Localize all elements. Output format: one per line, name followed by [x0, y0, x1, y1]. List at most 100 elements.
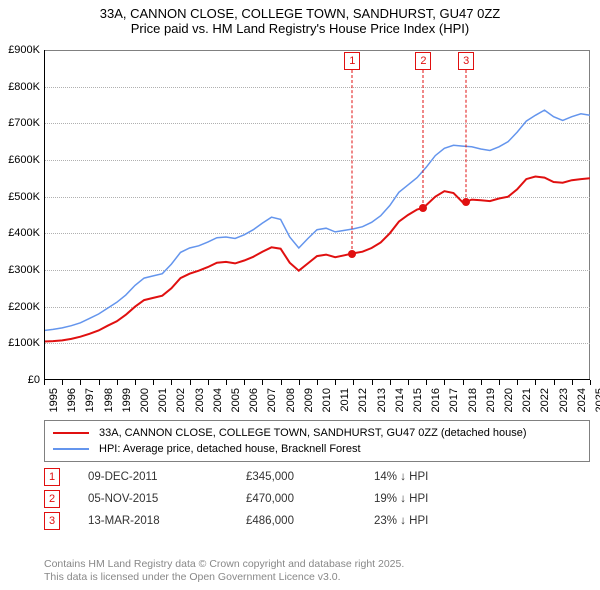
x-tick-mark [226, 380, 227, 385]
x-tick-label: 2011 [339, 388, 351, 412]
x-tick-mark [153, 380, 154, 385]
x-tick-mark [408, 380, 409, 385]
x-tick-label: 2005 [230, 388, 242, 412]
x-tick-mark [481, 380, 482, 385]
x-tick-mark [335, 380, 336, 385]
y-tick-label: £500K [8, 191, 40, 203]
x-tick-label: 2004 [212, 388, 224, 412]
y-tick-label: £200K [8, 301, 40, 313]
x-tick-mark [372, 380, 373, 385]
sale-flag: 1 [344, 52, 360, 70]
x-tick-label: 2002 [175, 388, 187, 412]
y-tick-label: £300K [8, 264, 40, 276]
sales-row: 109-DEC-2011£345,00014% ↓ HPI [44, 466, 590, 488]
footer: Contains HM Land Registry data © Crown c… [44, 558, 404, 584]
footer-line1: Contains HM Land Registry data © Crown c… [44, 558, 404, 571]
legend-swatch [53, 432, 89, 434]
x-tick-label: 2024 [576, 388, 588, 412]
x-tick-label: 2001 [157, 388, 169, 412]
x-tick-mark [117, 380, 118, 385]
x-tick-label: 2014 [394, 388, 406, 412]
title-block: 33A, CANNON CLOSE, COLLEGE TOWN, SANDHUR… [0, 0, 600, 38]
legend: 33A, CANNON CLOSE, COLLEGE TOWN, SANDHUR… [44, 420, 590, 462]
x-tick-mark [44, 380, 45, 385]
x-tick-mark [244, 380, 245, 385]
legend-row: HPI: Average price, detached house, Brac… [53, 441, 581, 457]
sales-row: 313-MAR-2018£486,00023% ↓ HPI [44, 510, 590, 532]
x-tick-mark [353, 380, 354, 385]
sale-flag-stem [423, 70, 424, 208]
sale-flag: 3 [458, 52, 474, 70]
x-tick-mark [171, 380, 172, 385]
chart-container: 33A, CANNON CLOSE, COLLEGE TOWN, SANDHUR… [0, 0, 600, 590]
x-tick-label: 2009 [303, 388, 315, 412]
sale-marker [348, 250, 356, 258]
x-tick-label: 2006 [248, 388, 260, 412]
x-tick-label: 2008 [285, 388, 297, 412]
sale-price: £345,000 [246, 471, 366, 483]
x-tick-label: 1999 [121, 388, 133, 412]
footer-line2: This data is licensed under the Open Gov… [44, 571, 404, 584]
series-hpi [44, 110, 590, 330]
x-tick-mark [572, 380, 573, 385]
x-tick-mark [517, 380, 518, 385]
x-tick-label: 2022 [539, 388, 551, 412]
x-tick-mark [554, 380, 555, 385]
x-tick-label: 2025 [594, 388, 600, 412]
x-tick-mark [317, 380, 318, 385]
x-axis [44, 379, 590, 380]
x-tick-mark [463, 380, 464, 385]
x-tick-mark [499, 380, 500, 385]
x-tick-label: 2013 [376, 388, 388, 412]
x-tick-label: 2017 [448, 388, 460, 412]
sale-marker [419, 204, 427, 212]
y-tick-label: £0 [28, 374, 40, 386]
sale-flag-stem [466, 70, 467, 202]
x-tick-label: 2016 [430, 388, 442, 412]
sale-date: 13-MAR-2018 [88, 515, 238, 527]
x-tick-mark [262, 380, 263, 385]
x-tick-label: 2021 [521, 388, 533, 412]
sale-date: 05-NOV-2015 [88, 493, 238, 505]
y-tick-label: £400K [8, 227, 40, 239]
sales-row: 2 05-NOV-2015 £470,000 19% ↓ HPI [44, 488, 590, 510]
title-address: 33A, CANNON CLOSE, COLLEGE TOWN, SANDHUR… [8, 6, 592, 21]
x-tick-label: 2019 [485, 388, 497, 412]
x-tick-mark [208, 380, 209, 385]
sale-price: £486,000 [246, 515, 366, 527]
x-tick-label: 1995 [48, 388, 60, 412]
x-tick-label: 2003 [194, 388, 206, 412]
y-tick-label: £800K [8, 81, 40, 93]
sale-index-box: 2 [44, 490, 60, 508]
x-tick-mark [444, 380, 445, 385]
sale-index-box: 1 [44, 468, 60, 486]
x-tick-label: 2020 [503, 388, 515, 412]
sale-flag-stem [352, 70, 353, 254]
x-tick-mark [299, 380, 300, 385]
x-tick-label: 2000 [139, 388, 151, 412]
legend-row: 33A, CANNON CLOSE, COLLEGE TOWN, SANDHUR… [53, 425, 581, 441]
x-tick-label: 2023 [558, 388, 570, 412]
sale-delta: 23% ↓ HPI [374, 515, 494, 527]
x-tick-mark [135, 380, 136, 385]
x-tick-label: 2012 [357, 388, 369, 412]
x-tick-label: 2010 [321, 388, 333, 412]
x-tick-label: 1996 [66, 388, 78, 412]
series-price_paid [44, 177, 590, 342]
x-tick-mark [99, 380, 100, 385]
sale-date: 09-DEC-2011 [88, 471, 238, 483]
sale-delta: 19% ↓ HPI [374, 493, 494, 505]
x-tick-mark [190, 380, 191, 385]
legend-label: HPI: Average price, detached house, Brac… [99, 443, 361, 455]
x-tick-mark [281, 380, 282, 385]
y-tick-label: £900K [8, 44, 40, 56]
y-tick-label: £100K [8, 337, 40, 349]
x-tick-label: 1998 [103, 388, 115, 412]
x-tick-mark [62, 380, 63, 385]
x-tick-mark [390, 380, 391, 385]
sale-price: £470,000 [246, 493, 366, 505]
sales-table: 109-DEC-2011£345,00014% ↓ HPI205-NOV-201… [44, 466, 590, 532]
x-tick-mark [80, 380, 81, 385]
x-tick-mark [426, 380, 427, 385]
legend-label: 33A, CANNON CLOSE, COLLEGE TOWN, SANDHUR… [99, 427, 527, 439]
